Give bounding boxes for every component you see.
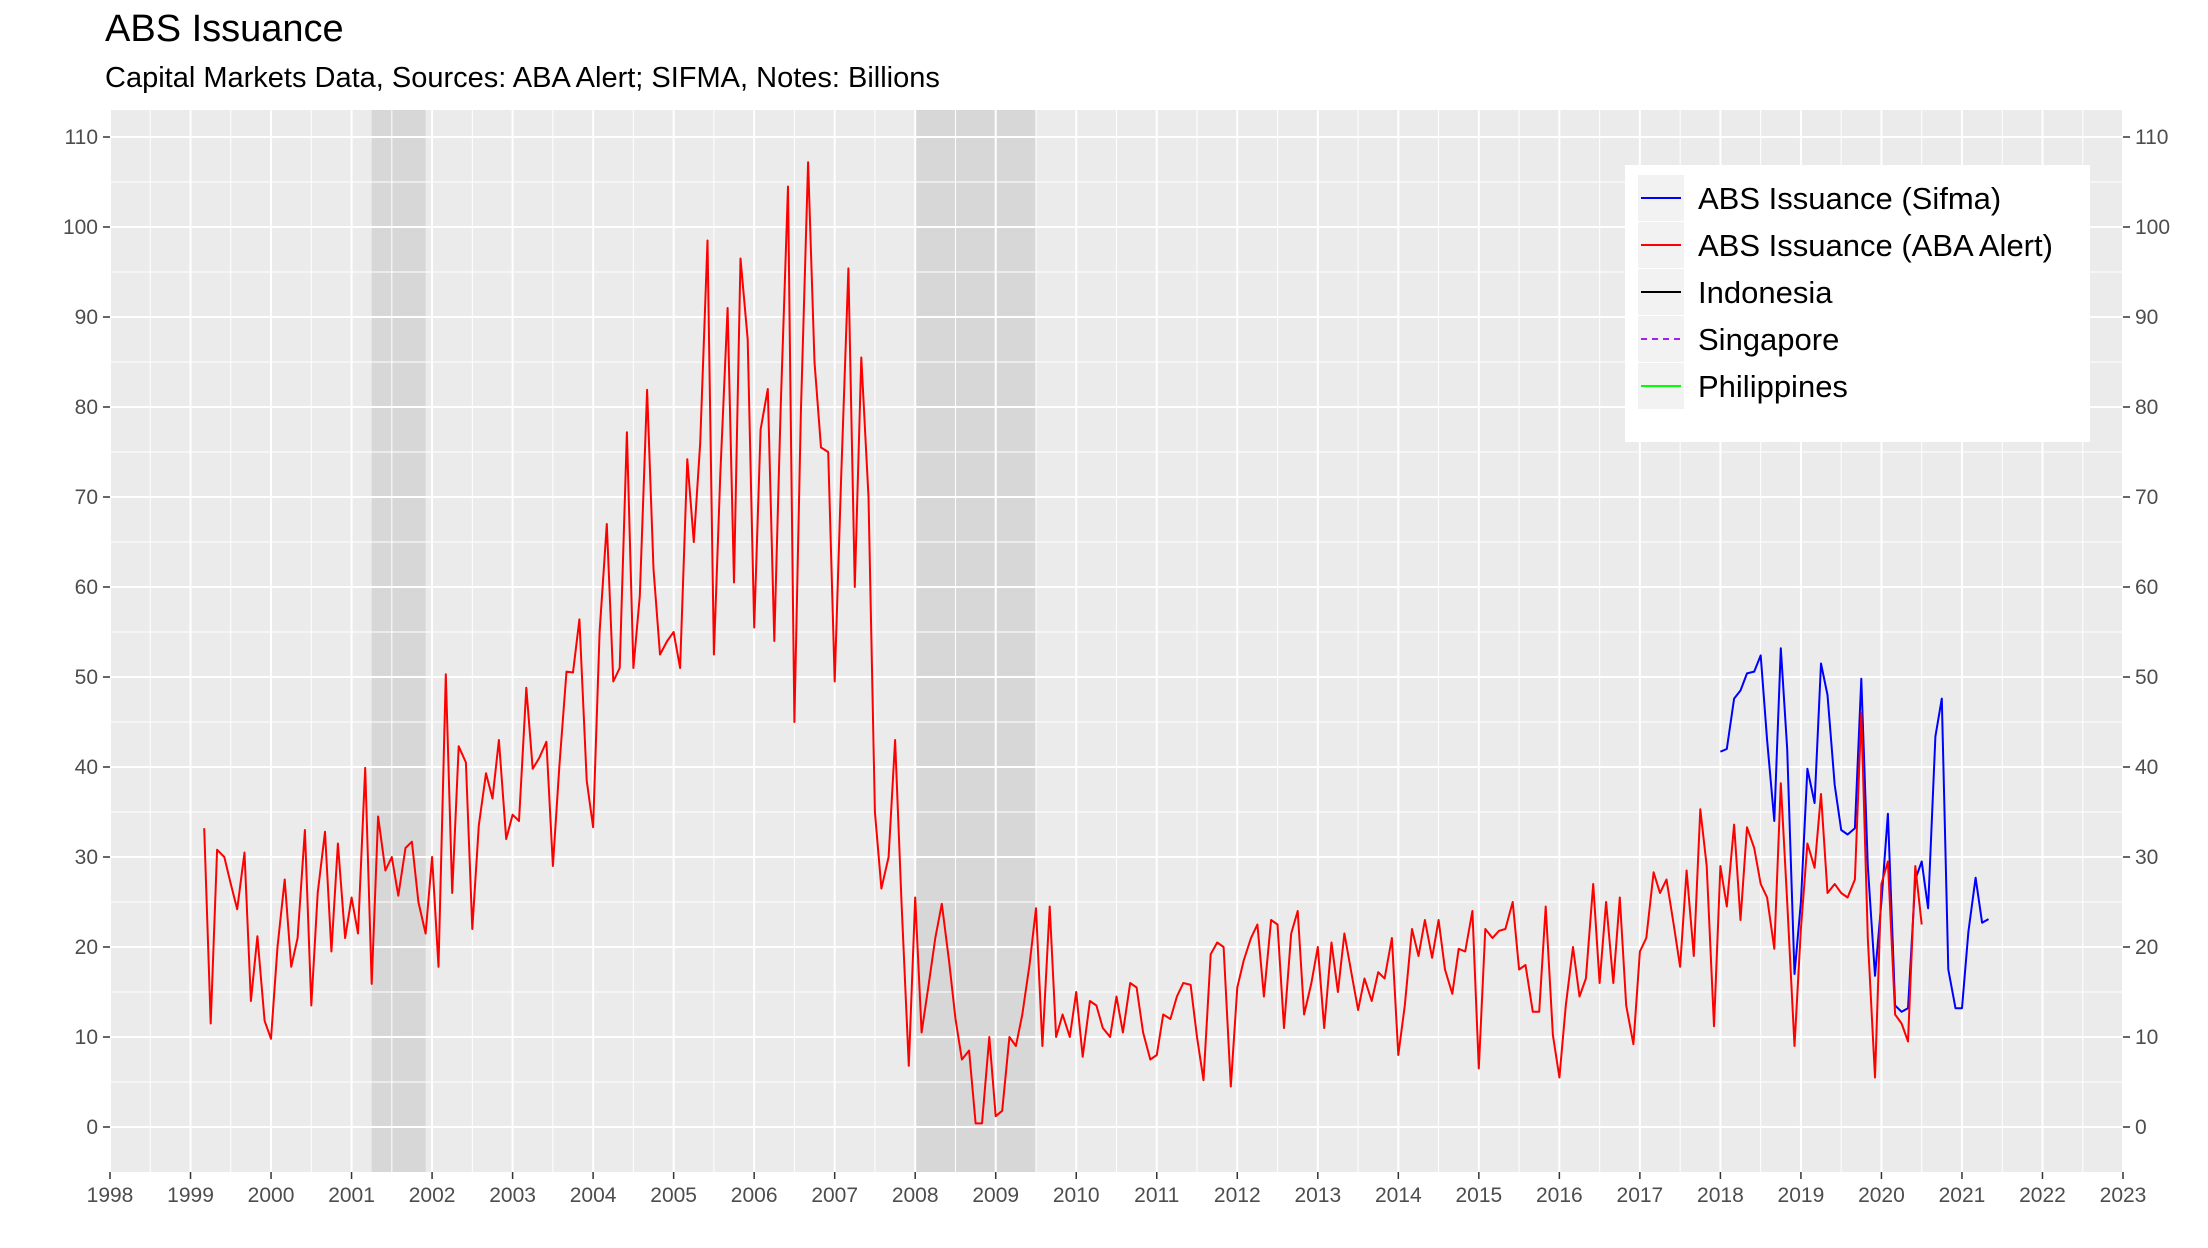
recession-band-1 [915,110,1036,1172]
chart-subtitle: Capital Markets Data, Sources: ABA Alert… [105,62,940,94]
chart-title: ABS Issuance [105,8,344,50]
x-tick-label: 2007 [811,1184,858,1207]
legend-label: ABS Issuance (Sifma) [1698,181,2001,216]
y-tick-label-left: 90 [75,306,98,329]
y-tick-label-left: 10 [75,1026,98,1049]
x-tick-label: 2008 [892,1184,939,1207]
y-tick-label-right: 100 [2135,216,2170,239]
y-tick-label-left: 70 [75,486,98,509]
x-tick-label: 2006 [731,1184,778,1207]
x-tick-label: 2018 [1697,1184,1744,1207]
y-tick-label-right: 90 [2135,306,2158,329]
y-tick-label-right: 110 [2135,126,2168,149]
y-tick-label-left: 0 [86,1116,98,1139]
recession-band-0 [371,110,426,1172]
x-tick-label: 2001 [328,1184,375,1207]
x-tick-label: 1999 [167,1184,214,1207]
x-tick-label: 2002 [409,1184,456,1207]
x-tick-label: 2012 [1214,1184,1261,1207]
legend: ABS Issuance (Sifma) ABS Issuance (ABA Al… [1625,165,2090,442]
series-line-0 [1720,647,1989,1013]
x-tick-label: 2016 [1536,1184,1583,1207]
x-tick-label: 2014 [1375,1184,1422,1207]
legend-label: Indonesia [1698,275,1833,310]
y-tick-label-right: 20 [2135,936,2158,959]
y-tick-label-right: 10 [2135,1026,2158,1049]
legend-label: Philippines [1698,369,1848,404]
y-tick-label-right: 30 [2135,846,2158,869]
x-tick-label: 2010 [1053,1184,1100,1207]
y-tick-label-left: 20 [75,936,98,959]
y-tick-label-left: 50 [75,666,98,689]
x-tick-label: 2009 [972,1184,1019,1207]
x-tick-label: 2000 [248,1184,295,1207]
y-tick-label-right: 0 [2135,1116,2147,1139]
y-tick-label-right: 60 [2135,576,2158,599]
y-tick-label-left: 110 [65,126,98,149]
x-tick-label: 2013 [1294,1184,1341,1207]
x-tick-label: 2005 [650,1184,697,1207]
y-tick-label-left: 30 [75,846,98,869]
x-tick-label: 2020 [1858,1184,1905,1207]
legend-label: ABS Issuance (ABA Alert) [1698,228,2053,263]
legend-box [1625,165,2090,442]
y-tick-label-left: 40 [75,756,98,779]
y-tick-label-left: 80 [75,396,98,419]
x-tick-label: 2011 [1134,1184,1179,1207]
y-tick-label-right: 80 [2135,396,2158,419]
series-lines [203,161,1989,1125]
axes: 1998 1999 2000 2001 2002 2003 2004 2005 2006 2007… [63,126,2170,1207]
x-tick-label: 2023 [2100,1184,2147,1207]
y-tick-label-right: 50 [2135,666,2158,689]
x-tick-label: 2021 [1939,1184,1986,1207]
x-tick-label: 2019 [1778,1184,1825,1207]
x-tick-label: 2022 [2019,1184,2066,1207]
gridlines [109,110,2124,1172]
y-tick-label-right: 70 [2135,486,2158,509]
x-tick-label: 2004 [570,1184,617,1207]
x-tick-label: 2003 [489,1184,536,1207]
series-line-1 [203,161,1923,1125]
y-tick-label-right: 40 [2135,756,2158,779]
x-tick-label: 2015 [1455,1184,1502,1207]
y-tick-label-left: 100 [63,216,98,239]
legend-label: Singapore [1698,322,1839,357]
x-tick-label: 2017 [1617,1184,1664,1207]
y-tick-label-left: 60 [75,576,98,599]
x-tick-label: 1998 [87,1184,134,1207]
recession-bands [371,110,1036,1172]
